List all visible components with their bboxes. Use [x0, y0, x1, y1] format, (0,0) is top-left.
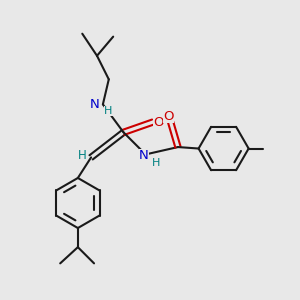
Text: H: H: [78, 149, 87, 162]
Text: H: H: [104, 106, 113, 116]
Text: O: O: [153, 116, 164, 128]
Text: N: N: [139, 149, 149, 162]
Text: O: O: [163, 110, 173, 123]
Text: H: H: [152, 158, 160, 168]
Text: N: N: [90, 98, 100, 111]
